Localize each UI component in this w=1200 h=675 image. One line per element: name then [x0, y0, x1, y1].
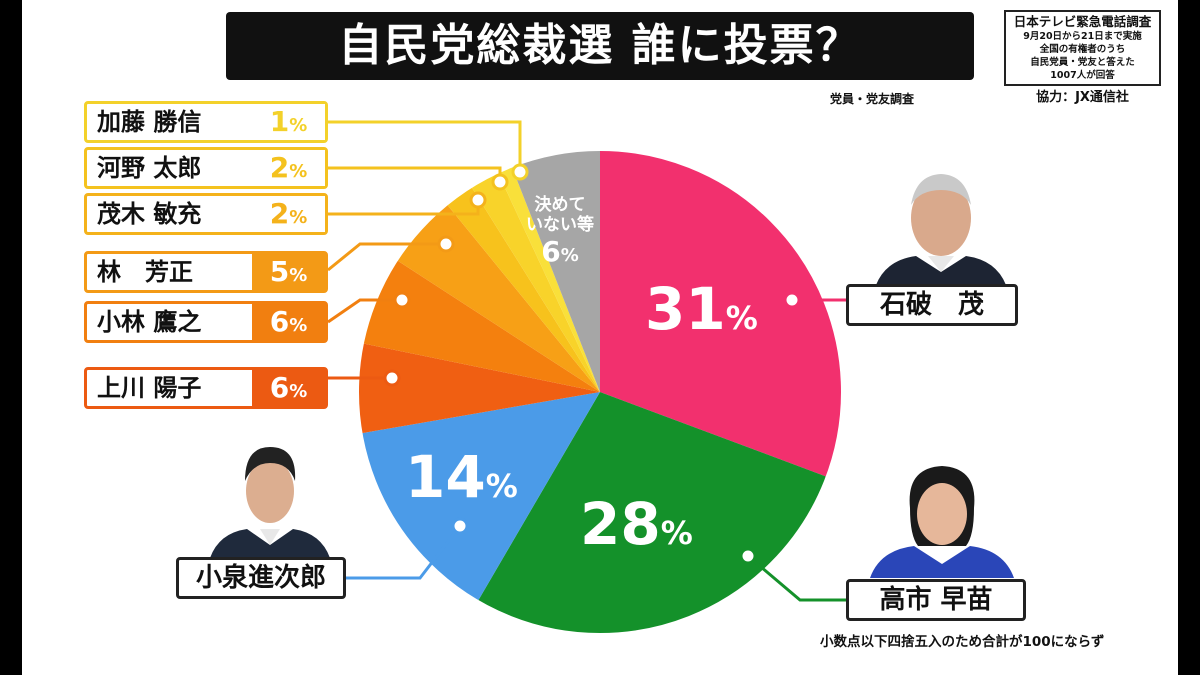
takaichi-percent-label: 28%: [580, 490, 693, 558]
leader-line: [327, 242, 446, 272]
takaichi-name-box: 高市 早苗: [846, 579, 1026, 621]
pie-slice: [600, 150, 843, 477]
leader-line: [747, 554, 846, 602]
pie-slice: [511, 150, 600, 392]
label-name: 小林 鷹之: [97, 308, 202, 336]
rounding-footnote: 小数点以下四捨五入のため合計が100にならず: [820, 634, 1105, 650]
survey-line: 自民党員・党友と答えた: [1030, 57, 1135, 68]
label-kato: 加藤 勝信 1%: [84, 101, 328, 143]
right-frame-bar: [1178, 0, 1200, 675]
label-percent: 6%: [252, 304, 325, 340]
label-kobayashi: 小林 鷹之 6%: [84, 301, 328, 343]
leader-dot: [739, 547, 757, 565]
leader-dot: [491, 173, 509, 191]
chart-subtitle: 党員・党友調査: [830, 92, 915, 106]
pie-slice: [471, 172, 600, 392]
pie-slice: [361, 392, 600, 601]
leader-dot: [451, 517, 469, 535]
undecided-label: 決めて いない等 6%: [526, 195, 594, 268]
label-name: 茂木 敏充: [97, 200, 202, 228]
leader-line: [328, 166, 502, 182]
koizumi-percent-label: 14%: [405, 443, 518, 511]
leader-dot: [783, 291, 801, 309]
leader-line: [328, 120, 522, 172]
leader-dot: [511, 163, 529, 181]
label-name: 林 芳正: [97, 258, 193, 286]
leader-line: [346, 525, 462, 580]
label-name: 加藤 勝信: [97, 108, 202, 136]
ishiba-name-box: 石破 茂: [846, 284, 1018, 326]
label-kono: 河野 太郎 2%: [84, 147, 328, 189]
label-hayashi: 林 芳正 5%: [84, 251, 328, 293]
label-percent: 2%: [252, 150, 325, 186]
pie-slice: [362, 260, 600, 392]
cooperation-credit: 協力：JX通信社: [1036, 90, 1129, 105]
label-percent: 1%: [252, 104, 325, 140]
label-name: 上川 陽子: [97, 374, 202, 402]
leader-dot: [383, 369, 401, 387]
pie-slice: [447, 186, 600, 392]
survey-info-box: 日本テレビ緊急電話調査 9月20日から21日まで実施 全国の有権者のうち 自民党…: [1004, 10, 1161, 86]
koizumi-name-box: 小泉進次郎: [176, 557, 346, 599]
ishiba-percent-label: 31%: [645, 275, 758, 343]
survey-line: 全国の有権者のうち: [1039, 44, 1126, 55]
pie-slice: [357, 343, 600, 434]
survey-line: 9月20日から21日まで実施: [1023, 31, 1142, 42]
survey-line: 1007人が回答: [1050, 70, 1115, 81]
leader-dot: [393, 291, 411, 309]
leader-lines: [327, 120, 846, 602]
label-percent: 5%: [252, 254, 325, 290]
pie-outline: [357, 149, 843, 635]
label-percent: 6%: [252, 370, 325, 406]
survey-head: 日本テレビ緊急電話調査: [1013, 14, 1152, 29]
label-kamikawa: 上川 陽子 6%: [84, 367, 328, 409]
leader-line: [327, 298, 402, 324]
label-name: 河野 太郎: [97, 154, 202, 182]
takaichi-photo: [862, 456, 1022, 578]
leader-dot: [437, 235, 455, 253]
left-frame-bar: [0, 0, 22, 675]
ishiba-photo: [866, 160, 1016, 285]
leader-dot: [469, 191, 487, 209]
label-motegi: 茂木 敏充 2%: [84, 193, 328, 235]
pie-slice: [477, 392, 827, 634]
label-percent: 2%: [252, 196, 325, 232]
pie-slice: [497, 166, 600, 392]
koizumi-photo: [205, 433, 335, 558]
page-title: 自民党総裁選 誰に投票？: [226, 12, 974, 80]
